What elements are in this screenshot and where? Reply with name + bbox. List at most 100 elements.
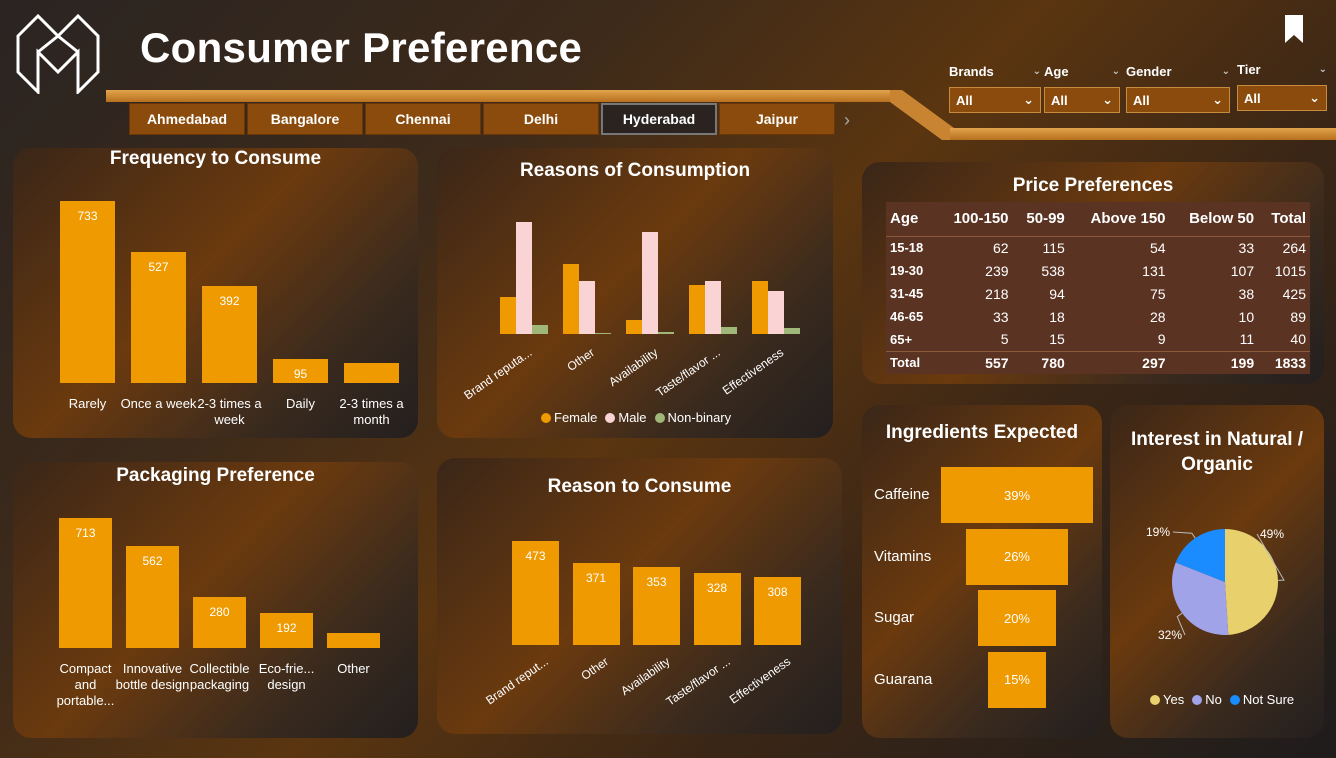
reason-to-consume-panel: Reason to Consume 473 Brand reput... 371 Ot… xyxy=(437,458,842,734)
data-label: 280 xyxy=(209,604,230,619)
chart-bar-nonbinary[interactable] xyxy=(784,328,800,334)
chevron-down-icon: ⌄ xyxy=(1212,92,1223,107)
data-label: 392 xyxy=(219,293,240,308)
price-table: Age 100-150 50-99 Above 150 Below 50 Total 15… xyxy=(886,202,1310,374)
funnel-category-label: Vitamins xyxy=(874,547,932,565)
table-cell: 65+ xyxy=(890,331,913,347)
header-ribbon xyxy=(106,90,902,102)
table-cell: 89 xyxy=(1290,308,1306,325)
table-cell: 54 xyxy=(1149,239,1166,256)
chart-bar[interactable] xyxy=(202,285,257,383)
column-header[interactable]: Age xyxy=(886,202,937,237)
funnel-bar[interactable]: 39% xyxy=(941,467,1093,523)
chart-bar[interactable] xyxy=(131,252,186,383)
filter-label: Age xyxy=(1044,64,1069,79)
age-select[interactable]: All ⌄ xyxy=(1044,87,1120,113)
table-cell: 557 xyxy=(936,350,1013,374)
gender-select[interactable]: All ⌄ xyxy=(1126,87,1230,113)
tab-ahmedabad[interactable]: Ahmedabad xyxy=(129,103,245,135)
chart-bar-male[interactable] xyxy=(705,281,721,334)
chart-bar[interactable] xyxy=(193,596,246,648)
chart-bar-female[interactable] xyxy=(752,281,768,334)
tab-hyderabad[interactable]: Hyderabad xyxy=(601,103,717,135)
funnel-bar[interactable]: 20% xyxy=(978,590,1056,646)
chart-bar[interactable] xyxy=(59,518,112,648)
column-header[interactable]: 50-99 xyxy=(1012,202,1069,237)
data-label: 95 xyxy=(293,367,308,382)
chevron-down-icon[interactable]: ⌄ xyxy=(1318,64,1327,75)
column-header[interactable]: 100-150 xyxy=(936,202,1013,237)
filter-label: Tier xyxy=(1237,62,1261,77)
chart-bar[interactable] xyxy=(633,567,680,645)
chevron-down-icon[interactable]: ⌄ xyxy=(1032,66,1041,77)
header-ribbon-right xyxy=(950,128,1336,140)
filter-tier: Tier ⌄ All ⌄ xyxy=(1237,62,1327,111)
tab-chennai[interactable]: Chennai xyxy=(365,103,481,135)
chart-bar[interactable] xyxy=(126,545,179,648)
header-ribbon-diagonal xyxy=(890,90,954,140)
column-header[interactable]: Below 50 xyxy=(1169,202,1259,237)
chart-bar-nonbinary[interactable] xyxy=(721,327,737,334)
chart-bar-male[interactable] xyxy=(579,281,595,334)
chart-bar[interactable] xyxy=(693,572,741,645)
chart-bar-female[interactable] xyxy=(563,264,579,334)
chart-bar[interactable] xyxy=(273,359,328,383)
x-tick-label: Other xyxy=(578,654,612,683)
chart-bar-female[interactable] xyxy=(689,285,705,334)
pie-slice-not-sure[interactable] xyxy=(1175,529,1225,582)
column-header[interactable]: Above 150 xyxy=(1068,202,1170,237)
table-cell: 15 xyxy=(1049,331,1065,348)
funnel-category-label: Sugar xyxy=(874,609,915,626)
table-cell: 780 xyxy=(1012,350,1069,374)
table-row: 65+ 5 15 9 11 40 xyxy=(886,328,1310,351)
chart-bar[interactable] xyxy=(344,363,399,383)
legend-nonbinary[interactable]: Non-binary xyxy=(654,410,731,425)
chart-bar-male[interactable] xyxy=(768,291,784,334)
bookmark-icon[interactable] xyxy=(1284,14,1304,44)
x-tick-label: Taste/flavor ... xyxy=(653,345,724,400)
chevron-down-icon[interactable]: ⌄ xyxy=(1111,66,1120,77)
chevron-right-icon[interactable]: › xyxy=(844,110,850,130)
legend-yes[interactable]: Yes xyxy=(1150,692,1184,707)
chart-bar-female[interactable] xyxy=(500,297,516,334)
chevron-down-icon: ⌄ xyxy=(1102,92,1113,107)
natural-pie-chart: 49% 32% 19% xyxy=(1146,525,1285,642)
table-cell: 15-18 xyxy=(890,240,924,256)
funnel-bar[interactable]: 26% xyxy=(966,528,1068,585)
pie-slice-yes[interactable] xyxy=(1225,529,1278,635)
legend-not-sure[interactable]: Not Sure xyxy=(1229,692,1294,707)
chart-bar[interactable] xyxy=(327,633,380,648)
data-label: 527 xyxy=(148,260,169,275)
pie-slice-no[interactable] xyxy=(1172,562,1229,635)
tab-bangalore[interactable]: Bangalore xyxy=(247,103,363,135)
column-header[interactable]: Total xyxy=(1258,202,1310,237)
chart-bar-nonbinary[interactable] xyxy=(532,325,548,334)
legend-female[interactable]: Female xyxy=(541,410,597,425)
chart-bar-nonbinary[interactable] xyxy=(595,333,611,334)
table-row: 46-65 33 18 28 10 89 xyxy=(886,305,1310,328)
tab-jaipur[interactable]: Jaipur xyxy=(719,103,835,135)
chart-bar-female[interactable] xyxy=(626,320,642,334)
chart-bar-nonbinary[interactable] xyxy=(658,332,674,334)
chart-bar[interactable] xyxy=(260,612,313,648)
table-cell: 10 xyxy=(1238,308,1255,325)
table-cell: 19-30 xyxy=(890,263,924,278)
chart-bar-male[interactable] xyxy=(516,222,532,334)
chart-bar[interactable] xyxy=(754,577,801,645)
chart-bar[interactable] xyxy=(572,563,620,645)
filter-label: Gender xyxy=(1126,64,1172,79)
reasons-consumption-title: Reasons of Consumption xyxy=(519,160,751,181)
chart-bar[interactable] xyxy=(60,201,115,383)
tab-delhi[interactable]: Delhi xyxy=(483,103,599,135)
chart-bar-male[interactable] xyxy=(642,232,658,334)
funnel-bar[interactable]: 15% xyxy=(987,651,1047,708)
chart-bar[interactable] xyxy=(512,541,559,645)
chevron-down-icon[interactable]: ⌄ xyxy=(1221,66,1230,77)
table-cell: 264 xyxy=(1282,239,1306,256)
brands-select[interactable]: All ⌄ xyxy=(949,87,1041,113)
tier-select[interactable]: All ⌄ xyxy=(1237,85,1327,111)
table-cell: 33 xyxy=(1238,239,1255,256)
x-tick-label: Brand reput... xyxy=(483,654,552,708)
legend-male[interactable]: Male xyxy=(605,410,647,425)
legend-no[interactable]: No xyxy=(1192,692,1222,707)
